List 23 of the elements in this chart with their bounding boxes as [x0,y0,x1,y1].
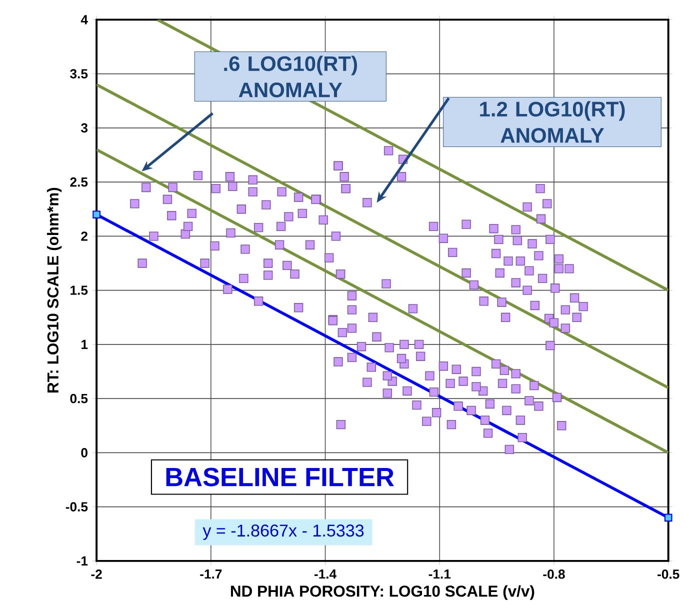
y-tick-label: 0.5 [70,394,88,404]
y-tick-label: 1 [82,340,88,349]
annotation: .6 LOG10(RT) ANOMALY [224,56,357,98]
x-tick-label: -2 [91,570,102,579]
y-tick-label: -0.5 [66,502,88,512]
x-axis-title: ND PHIA POROSITY: LOG10 SCALE (v/v) [230,585,534,600]
x-tick-label: -0.8 [543,570,565,579]
y-tick-label: 1.5 [70,286,88,295]
y-tick-label: -1 [76,556,88,566]
y-tick-label: 2.5 [70,177,88,187]
y-tick-label: 4 [80,15,88,24]
annotation: y = -1.8667x - 1.5333 [202,524,364,540]
y-tick-label: 3.5 [70,69,88,78]
x-tick-label: -0.5 [658,570,680,579]
x-tick-label: -1.4 [314,569,336,579]
y-tick-label: 2 [81,232,88,241]
x-tick-label: -1.1 [428,569,451,579]
x-tick-label: -1.7 [200,569,222,579]
annotation: 1.2 LOG10(RT) ANOMALY [480,101,625,143]
y-tick-label: 3 [80,123,88,133]
y-axis-title: RT: LOG10 SCALE (ohm*m) [46,188,62,392]
y-tick-label: 0 [81,448,88,458]
annotation: BASELINE FILTER [166,468,394,486]
